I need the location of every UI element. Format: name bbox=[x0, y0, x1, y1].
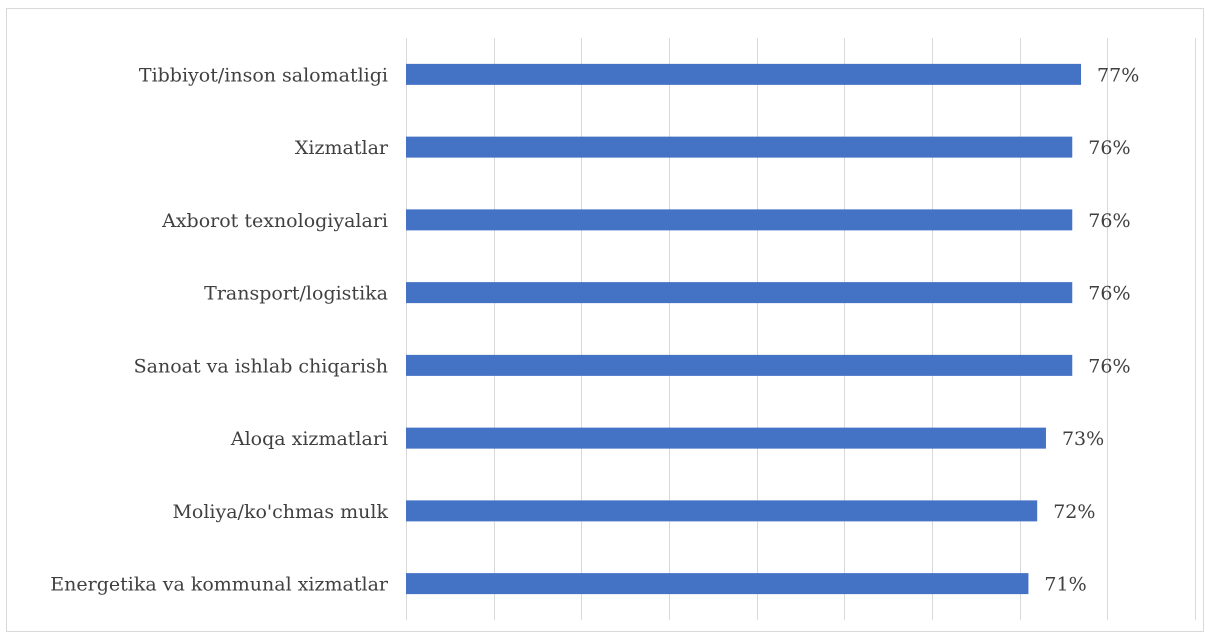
data-labels: 77% 76% 76% 76% 76% 73% 72% 71% bbox=[1044, 64, 1139, 595]
bar-2 bbox=[406, 209, 1073, 231]
bar-3 bbox=[406, 282, 1073, 304]
data-label: 76% bbox=[1088, 137, 1130, 159]
category-label: Tibbiyot/inson salomatligi bbox=[139, 64, 388, 86]
bar-4 bbox=[406, 354, 1073, 376]
category-label: Moliya/ko'chmas mulk bbox=[172, 501, 388, 523]
data-label: 73% bbox=[1062, 428, 1104, 450]
bar-1 bbox=[406, 136, 1073, 158]
bar-series bbox=[406, 63, 1082, 595]
gridlines bbox=[406, 38, 1196, 620]
data-label: 76% bbox=[1088, 355, 1130, 377]
chart-frame bbox=[6, 8, 1204, 632]
category-label: Transport/logistika bbox=[204, 283, 388, 305]
category-label: Sanoat va ishlab chiqarish bbox=[134, 355, 388, 377]
bar-6 bbox=[406, 500, 1038, 522]
category-label: Energetika va kommunal xizmatlar bbox=[50, 574, 389, 596]
data-label: 72% bbox=[1053, 501, 1095, 523]
data-label: 71% bbox=[1044, 574, 1086, 596]
data-label: 76% bbox=[1088, 210, 1130, 232]
data-label: 76% bbox=[1088, 283, 1130, 305]
category-axis-labels: Tibbiyot/inson salomatligi Xizmatlar Axbor… bbox=[50, 64, 389, 595]
bar-7 bbox=[406, 573, 1029, 595]
bar-0 bbox=[406, 63, 1082, 85]
bar-5 bbox=[406, 427, 1046, 449]
category-label: Axborot texnologiyalari bbox=[161, 210, 388, 232]
category-label: Aloqa xizmatlari bbox=[230, 428, 388, 450]
data-label: 77% bbox=[1097, 64, 1139, 86]
category-label: Xizmatlar bbox=[295, 137, 389, 159]
